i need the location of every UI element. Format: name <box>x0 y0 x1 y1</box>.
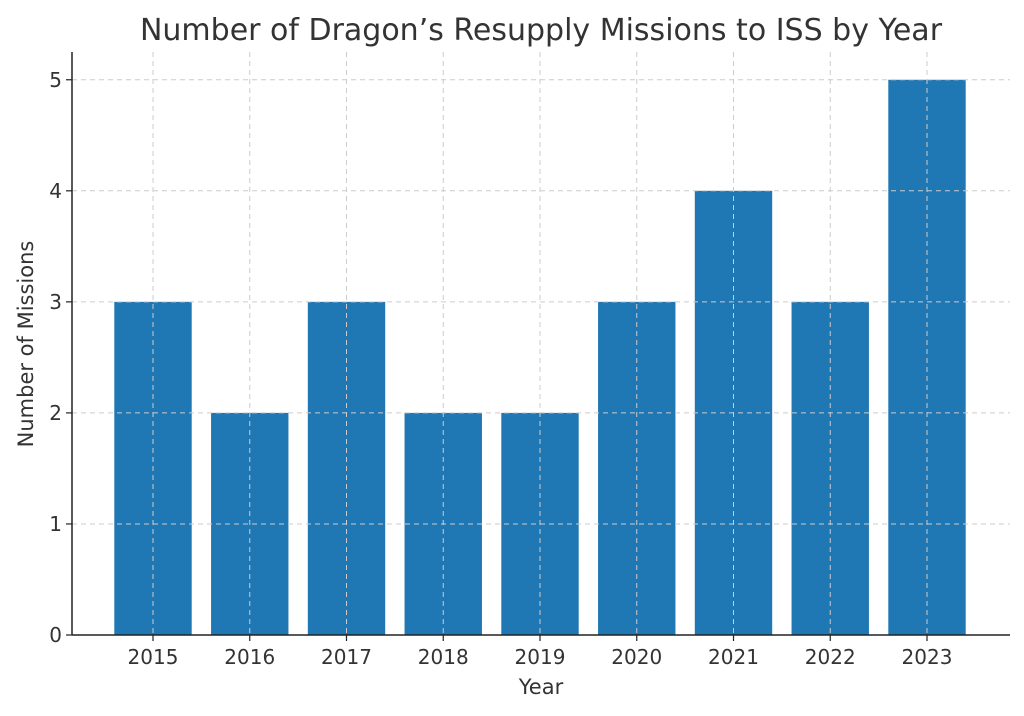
y-ticks: 0 1 2 3 4 5 <box>49 68 72 647</box>
x-tick-label: 2020 <box>611 645 662 669</box>
x-tick-label: 2021 <box>708 645 759 669</box>
grid-lines <box>72 52 1010 635</box>
x-tick-label: 2016 <box>224 645 275 669</box>
y-tick-label: 0 <box>49 623 62 647</box>
y-tick-label: 2 <box>49 401 62 425</box>
x-tick-label: 2022 <box>805 645 856 669</box>
chart-title: Number of Dragon’s Resupply Missions to … <box>140 13 943 48</box>
x-tick-label: 2015 <box>128 645 179 669</box>
x-tick-label: 2017 <box>321 645 372 669</box>
x-tick-label: 2018 <box>418 645 469 669</box>
x-axis-label: Year <box>518 675 564 699</box>
y-tick-label: 5 <box>49 68 62 92</box>
y-tick-label: 1 <box>49 512 62 536</box>
x-tick-label: 2019 <box>515 645 566 669</box>
axes <box>71 52 1010 636</box>
y-axis-label: Number of Missions <box>14 241 38 448</box>
x-ticks: 2015 2016 2017 2018 2019 2020 2021 2022 2023 <box>128 635 953 669</box>
y-tick-label: 4 <box>49 179 62 203</box>
y-tick-label: 3 <box>49 290 62 314</box>
x-tick-label: 2023 <box>902 645 953 669</box>
